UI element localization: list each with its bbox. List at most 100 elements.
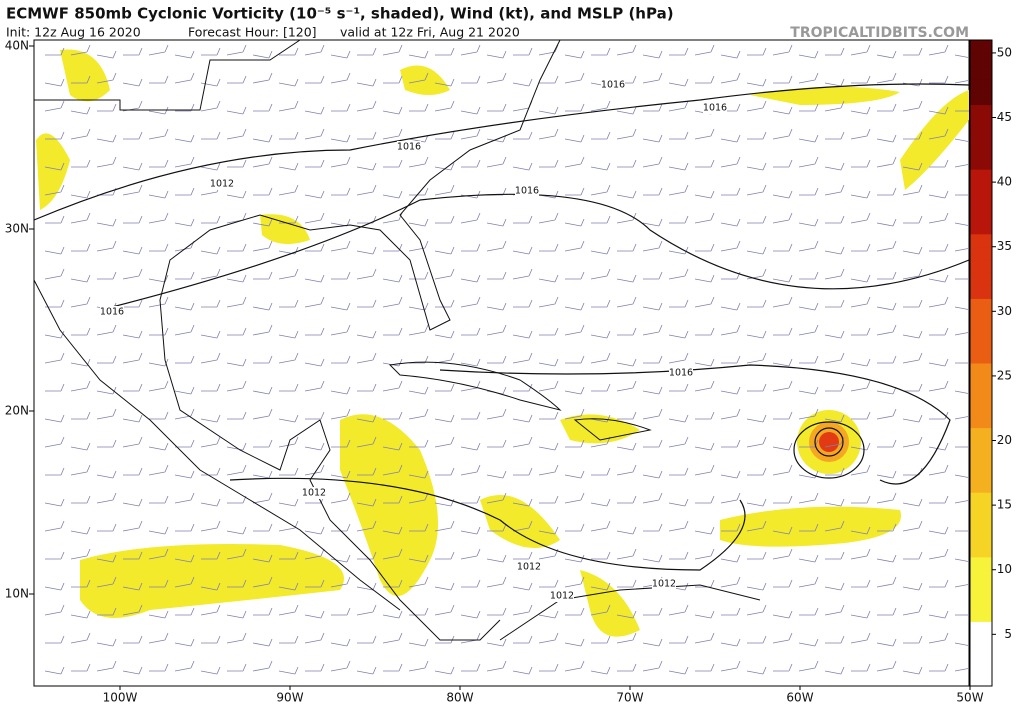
lon-label: 60W xyxy=(786,691,813,705)
lon-label: 70W xyxy=(616,691,643,705)
wind-barb xyxy=(824,498,845,507)
wind-barb xyxy=(253,523,273,532)
wind-barb xyxy=(877,439,897,448)
wind-barb xyxy=(200,352,221,364)
wind-barb xyxy=(955,362,969,364)
wind-barb xyxy=(721,187,741,196)
wind-barb xyxy=(408,50,429,59)
colorbar-step xyxy=(970,259,992,274)
wind-barb xyxy=(824,330,845,339)
wind-barb xyxy=(539,579,559,588)
wind-barb xyxy=(746,246,767,255)
wind-barb xyxy=(71,327,91,336)
wind-barb xyxy=(330,660,351,672)
wind-barb xyxy=(409,607,429,616)
wind-barb xyxy=(825,215,845,224)
wind-barb xyxy=(408,408,429,420)
wind-barb xyxy=(382,44,403,56)
wind-barb xyxy=(200,100,221,112)
wind-barb xyxy=(331,607,351,616)
wind-barb xyxy=(954,331,969,336)
wind-barb xyxy=(512,162,533,171)
wind-barb xyxy=(902,352,923,364)
wind-barb xyxy=(876,156,897,168)
wind-barb xyxy=(174,660,195,672)
wind-barb xyxy=(903,47,923,56)
wind-barb xyxy=(460,128,481,140)
wind-barb xyxy=(382,632,403,644)
wind-barb xyxy=(512,498,533,507)
wind-barb xyxy=(331,103,351,112)
wind-barb xyxy=(903,131,923,140)
wind-barb xyxy=(616,610,637,619)
wind-barb xyxy=(512,330,533,339)
wind-barb xyxy=(200,268,221,280)
wind-barb xyxy=(304,190,325,199)
wind-barb xyxy=(97,103,117,112)
wind-barb xyxy=(564,408,585,420)
wind-barb xyxy=(850,380,871,392)
wind-barb xyxy=(772,632,793,644)
wind-barb xyxy=(929,495,949,504)
wind-barb xyxy=(746,436,767,448)
wind-barb xyxy=(356,162,377,171)
wind-barb xyxy=(357,299,377,308)
isobar-label-bg xyxy=(652,578,676,590)
wind-barb xyxy=(44,414,65,423)
shade xyxy=(60,49,110,102)
wind-barb xyxy=(486,240,507,252)
wind-barb xyxy=(331,523,351,532)
colorbar-step xyxy=(970,556,992,571)
wind-barb xyxy=(174,134,195,143)
wind-barb xyxy=(252,134,273,143)
wind-barb xyxy=(487,355,507,364)
wind-barb xyxy=(174,386,195,395)
wind-barb xyxy=(851,159,871,168)
wind-barb xyxy=(590,246,611,255)
wind-barb xyxy=(356,666,377,675)
wind-barb xyxy=(720,134,741,143)
wind-barb xyxy=(590,520,611,532)
isobars xyxy=(34,83,969,571)
wind-barb xyxy=(695,243,715,252)
colorbar-step xyxy=(970,595,992,609)
wind-barb xyxy=(591,383,611,392)
wind-barb xyxy=(902,100,923,112)
wind-barb xyxy=(721,355,741,364)
wind-barb xyxy=(590,184,611,196)
wind-barb xyxy=(902,666,923,675)
wind-barb xyxy=(148,464,169,476)
isobar-label-bg xyxy=(515,185,539,197)
wind-barb xyxy=(513,131,533,140)
wind-barb xyxy=(486,492,507,504)
coastline xyxy=(34,40,561,641)
wind-barb xyxy=(538,128,559,140)
wind-barb xyxy=(330,240,351,252)
wind-barb xyxy=(565,607,585,616)
wind-barb xyxy=(357,131,377,140)
wind-barb xyxy=(330,386,351,395)
wind-barb xyxy=(278,666,299,675)
wind-barb xyxy=(512,414,533,423)
wind-barb xyxy=(201,47,221,56)
wind-barb xyxy=(122,268,143,280)
wind-barb xyxy=(174,50,195,59)
wind-barb xyxy=(616,380,637,392)
wind-barb xyxy=(876,302,897,311)
wind-barb xyxy=(669,47,689,56)
wind-barb xyxy=(44,268,65,280)
wind-barb xyxy=(851,579,871,588)
wind-barb xyxy=(850,190,871,199)
wind-barb xyxy=(929,579,949,588)
wind-barb xyxy=(877,355,897,364)
wind-barb xyxy=(148,296,169,308)
wind-barb xyxy=(929,159,949,168)
wind-barb xyxy=(174,72,195,84)
colorbar-step xyxy=(970,363,992,377)
wind-barb xyxy=(356,100,377,112)
wind-barb xyxy=(591,215,611,224)
wind-barb xyxy=(902,246,923,255)
wind-barb xyxy=(954,583,969,588)
init-time: Init: 12z Aug 16 2020 xyxy=(6,25,141,40)
wind-barb xyxy=(226,128,247,140)
